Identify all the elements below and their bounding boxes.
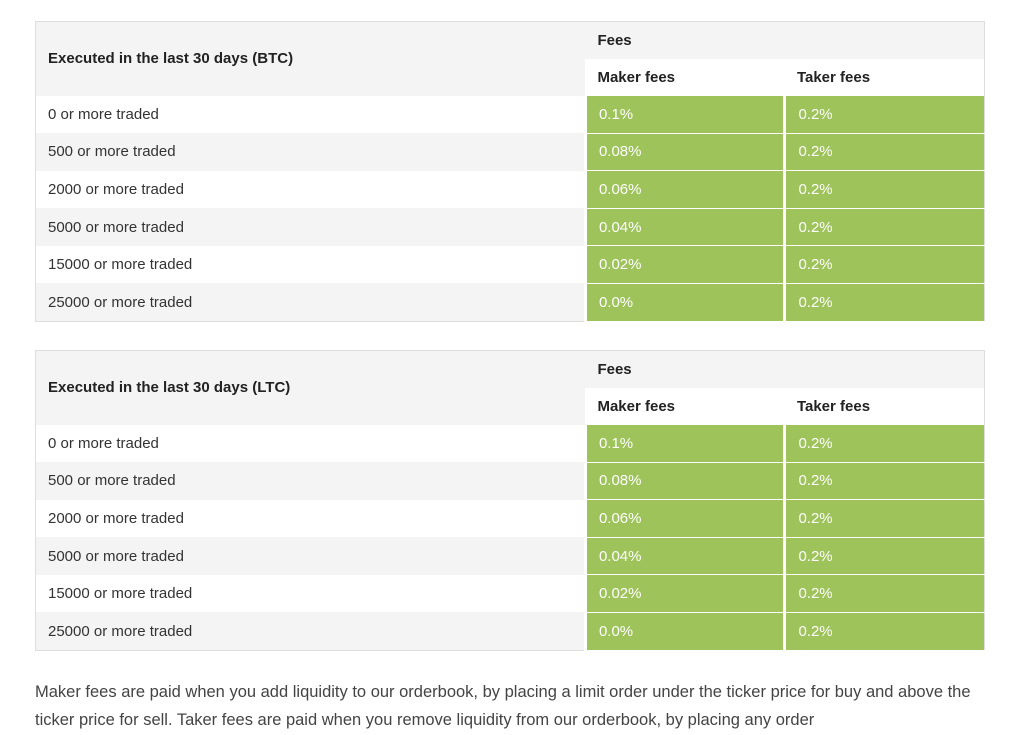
maker-fee-value: 0.1% [583,424,785,463]
volume-tier-label: 25000 or more traded [35,283,586,322]
table-row: 500 or more traded 0.08% 0.2% [35,462,985,501]
volume-tier-label: 15000 or more traded [35,574,586,613]
table-row: 25000 or more traded 0.0% 0.2% [35,612,985,651]
maker-fee-value: 0.06% [583,499,785,538]
row-header: Executed in the last 30 days (LTC) [35,350,586,425]
taker-fee-value: 0.2% [783,208,985,247]
maker-fee-value: 0.04% [583,208,785,247]
maker-fee-value: 0.1% [583,95,785,134]
taker-fee-value: 0.2% [783,133,985,172]
maker-fees-header: Maker fees [585,58,785,96]
taker-fee-value: 0.2% [783,574,985,613]
volume-tier-label: 500 or more traded [35,133,586,171]
maker-fee-value: 0.02% [583,245,785,284]
btc-fee-table: Executed in the last 30 days (BTC) Fees … [35,21,985,322]
fee-table-body: 0 or more traded 0.1% 0.2% 500 or more t… [35,95,985,322]
volume-tier-label: 0 or more traded [35,95,586,134]
taker-fee-value: 0.2% [783,499,985,538]
volume-tier-label: 0 or more traded [35,424,586,463]
taker-fee-value: 0.2% [783,283,985,322]
fees-header: Fees [585,21,985,59]
taker-fee-value: 0.2% [783,612,985,651]
taker-fees-header: Taker fees [784,387,985,425]
fee-table-header-row: Executed in the last 30 days (BTC) Fees [35,21,985,96]
fee-table-subheader-row: Maker fees Taker fees [36,387,985,425]
maker-fee-value: 0.0% [583,612,785,651]
table-row: 0 or more traded 0.1% 0.2% [35,424,985,463]
taker-fee-value: 0.2% [783,170,985,209]
taker-fee-value: 0.2% [783,95,985,134]
table-row: 2000 or more traded 0.06% 0.2% [35,499,985,538]
fee-table-body: 0 or more traded 0.1% 0.2% 500 or more t… [35,424,985,651]
maker-fees-header: Maker fees [585,387,785,425]
volume-tier-label: 25000 or more traded [35,612,586,651]
table-row: 0 or more traded 0.1% 0.2% [35,95,985,134]
taker-fee-value: 0.2% [783,424,985,463]
volume-tier-label: 2000 or more traded [35,170,586,209]
maker-fee-value: 0.04% [583,537,785,576]
maker-fee-value: 0.02% [583,574,785,613]
maker-fee-value: 0.0% [583,283,785,322]
maker-fee-value: 0.08% [583,133,785,172]
fees-explanation-paragraph: Maker fees are paid when you add liquidi… [35,683,971,729]
maker-fee-value: 0.06% [583,170,785,209]
volume-tier-label: 15000 or more traded [35,245,586,284]
volume-tier-label: 2000 or more traded [35,499,586,538]
taker-fees-header: Taker fees [784,58,985,96]
fees-header: Fees [585,350,985,388]
volume-tier-label: 5000 or more traded [35,537,586,575]
taker-fee-value: 0.2% [783,245,985,284]
table-row: 500 or more traded 0.08% 0.2% [35,133,985,172]
table-row: 15000 or more traded 0.02% 0.2% [35,245,985,284]
table-row: 5000 or more traded 0.04% 0.2% [35,208,985,247]
taker-fee-value: 0.2% [783,462,985,501]
maker-fee-value: 0.08% [583,462,785,501]
table-row: 5000 or more traded 0.04% 0.2% [35,537,985,576]
table-row: 25000 or more traded 0.0% 0.2% [35,283,985,322]
taker-fee-value: 0.2% [783,537,985,576]
fee-table-header-row: Executed in the last 30 days (LTC) Fees [35,350,985,425]
fee-table-subheader-row: Maker fees Taker fees [36,58,985,96]
ltc-fee-table: Executed in the last 30 days (LTC) Fees … [35,350,985,651]
row-header: Executed in the last 30 days (BTC) [35,21,586,96]
volume-tier-label: 500 or more traded [35,462,586,500]
table-row: 15000 or more traded 0.02% 0.2% [35,574,985,613]
table-row: 2000 or more traded 0.06% 0.2% [35,170,985,209]
volume-tier-label: 5000 or more traded [35,208,586,246]
